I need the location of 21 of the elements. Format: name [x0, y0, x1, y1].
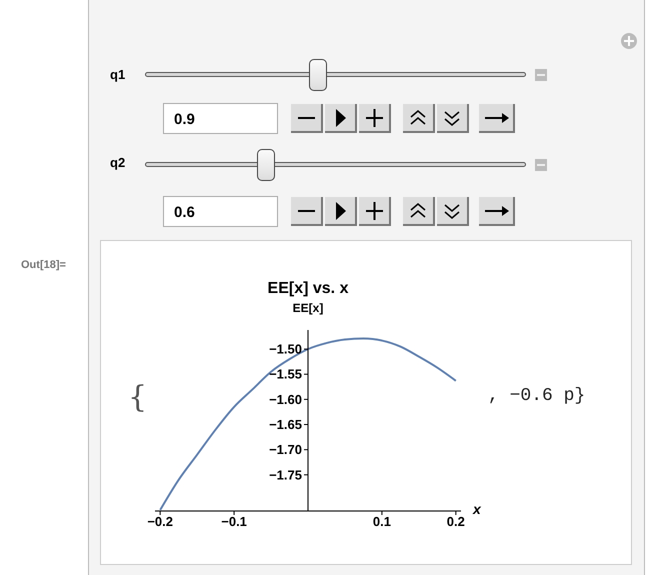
x-axis-title: x — [473, 501, 481, 517]
x-tick-label: −0.2 — [147, 514, 174, 530]
y-axis-title: EE[x] — [292, 301, 324, 315]
y-tick-label: −1.60 — [269, 392, 302, 407]
chart-title: EE[x] vs. x — [266, 280, 350, 298]
text: 0.6 — [174, 204, 195, 221]
y-tick-label: −1.75 — [269, 467, 302, 482]
x-tick-label: 0.2 — [446, 514, 465, 530]
text: , −0.6 p} — [488, 386, 586, 406]
text: q1 — [110, 67, 126, 82]
y-tick-label: −1.65 — [269, 417, 302, 432]
x-tick-label: −0.1 — [221, 514, 247, 530]
text: 0.9 — [174, 111, 195, 128]
y-tick-label: −1.55 — [269, 366, 302, 382]
text: { — [128, 380, 148, 415]
y-tick-label: −1.50 — [269, 342, 302, 357]
line-series — [159, 338, 457, 511]
text: Out[18]= — [21, 259, 66, 271]
y-tick-label: −1.70 — [269, 442, 302, 458]
x-tick-label: 0.1 — [372, 514, 391, 530]
text: q2 — [110, 155, 126, 170]
